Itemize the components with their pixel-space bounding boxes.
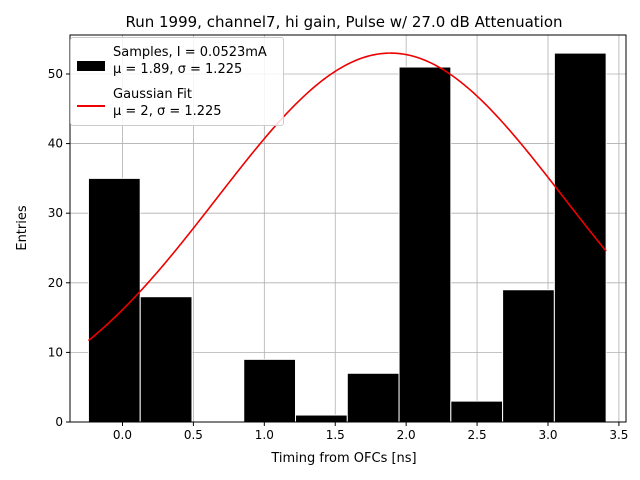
legend-fit-line2: μ = 2, σ = 1.225 [113,104,222,119]
legend-fit-line1: Gaussian Fit [113,87,193,102]
x-tick-label: 3.0 [538,428,557,442]
legend-samples-line1: Samples, I = 0.0523mA [113,45,267,60]
x-tick-label: 1.5 [326,428,345,442]
histogram-bar [139,296,193,423]
y-tick-label: 50 [48,67,63,81]
histogram-bar [243,358,297,423]
legend-label-samples: Samples, I = 0.0523mA μ = 1.89, σ = 1.22… [113,44,267,78]
y-tick-label: 30 [48,206,63,220]
histogram-bar [346,372,400,423]
x-tick-label: 2.0 [397,428,416,442]
histogram-bar [553,52,607,423]
legend-swatch-fit [77,105,105,107]
histogram-bar [295,414,348,423]
y-tick-label: 0 [55,415,63,429]
y-tick-label: 40 [48,137,63,151]
legend-samples-line2: μ = 1.89, σ = 1.225 [113,62,243,77]
y-axis-label: Entries [15,205,30,251]
x-tick-label: 2.5 [468,428,487,442]
legend-label-fit: Gaussian Fit μ = 2, σ = 1.225 [113,86,222,120]
x-tick-label: 3.5 [609,428,628,442]
y-tick-label: 10 [48,345,63,359]
x-axis-label: Timing from OFCs [ns] [270,451,416,466]
y-axis: 0 10 20 30 40 50 [48,67,70,429]
histogram-bar [398,66,452,423]
y-tick-label: 20 [48,276,63,290]
legend-swatch-samples [77,61,105,71]
fit-curve-layer [87,52,607,342]
x-tick-label: 0.0 [113,428,132,442]
x-axis: 0.0 0.5 1.0 1.5 2.0 2.5 3.0 3.5 [113,422,628,442]
chart-title: Run 1999, channel7, hi gain, Pulse w/ 27… [125,13,562,31]
gaussian-fit-curve [87,52,607,342]
histogram-bar [450,400,504,423]
x-tick-label: 0.5 [184,428,203,442]
histogram-bar [502,289,555,423]
plot-frame [69,34,627,423]
legend: Samples, I = 0.0523mA μ = 1.89, σ = 1.22… [70,37,284,126]
x-tick-label: 1.0 [255,428,274,442]
